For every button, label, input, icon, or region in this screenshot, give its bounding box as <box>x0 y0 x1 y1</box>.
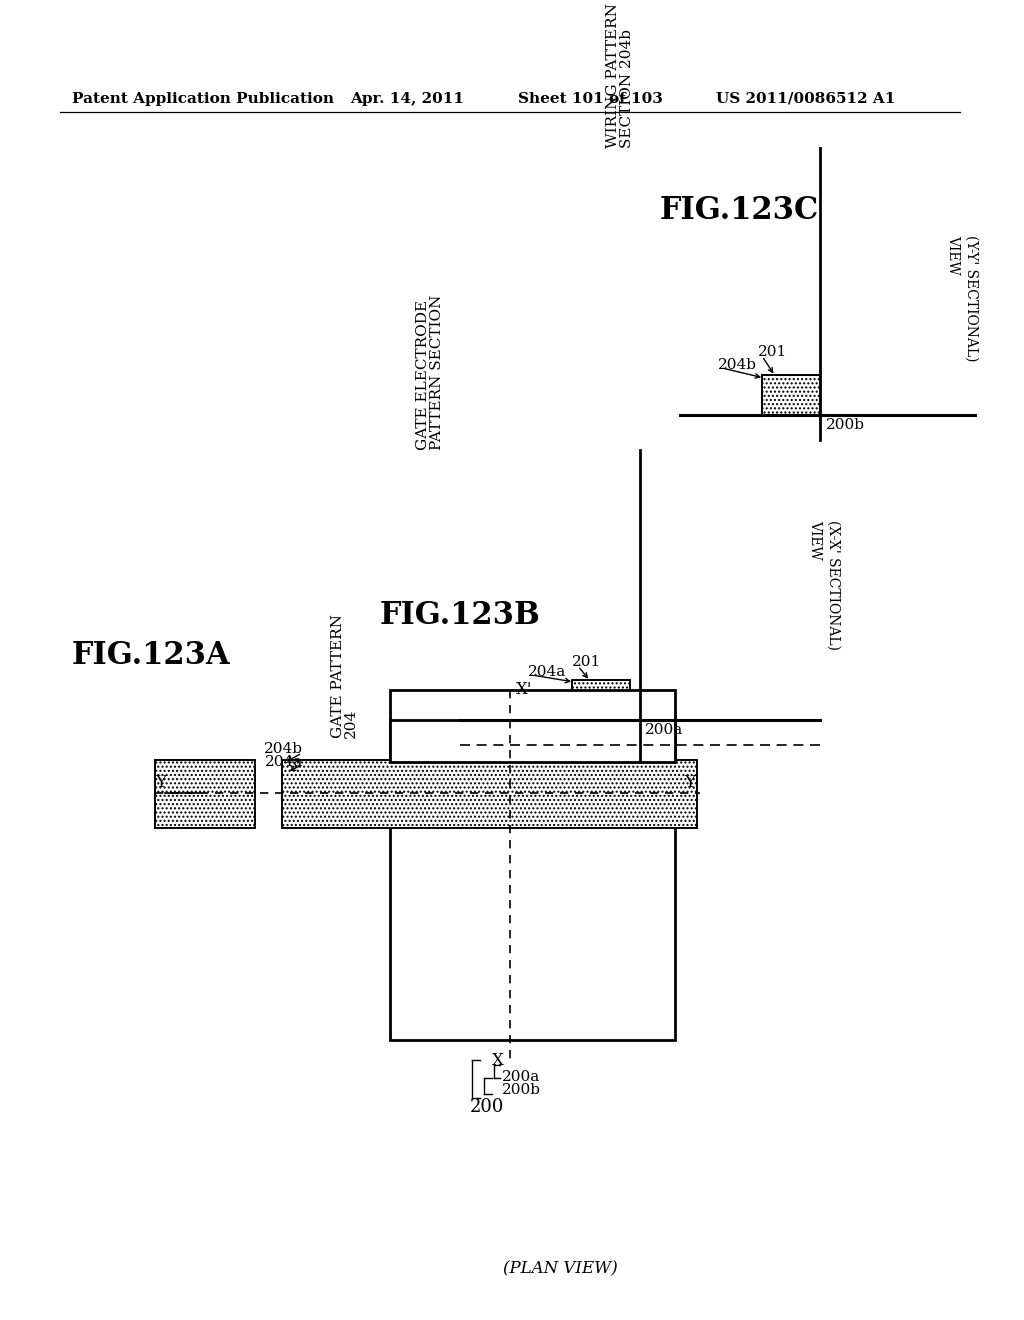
Bar <box>762 375 820 414</box>
Text: 204a: 204a <box>528 665 566 678</box>
Text: Apr. 14, 2011: Apr. 14, 2011 <box>350 92 464 106</box>
Text: WIRING PATTERN: WIRING PATTERN <box>606 3 620 148</box>
Bar <box>390 690 675 1040</box>
Text: 200b: 200b <box>502 1082 541 1097</box>
Text: 204a: 204a <box>265 755 303 770</box>
Text: 201: 201 <box>572 655 601 669</box>
Text: (PLAN VIEW): (PLAN VIEW) <box>503 1261 617 1276</box>
Text: 200: 200 <box>470 1098 505 1115</box>
Text: GATE PATTERN: GATE PATTERN <box>331 614 345 738</box>
Bar <box>155 760 255 828</box>
Bar <box>390 719 675 762</box>
Text: Y: Y <box>155 774 166 791</box>
Text: 204b: 204b <box>718 358 757 372</box>
Text: FIG.123C: FIG.123C <box>660 195 819 226</box>
Text: 204: 204 <box>344 709 358 738</box>
Bar <box>572 680 630 719</box>
Text: Y': Y' <box>684 774 700 791</box>
Text: Sheet 101 of 103: Sheet 101 of 103 <box>518 92 663 106</box>
Text: 200a: 200a <box>502 1071 541 1084</box>
Text: FIG.123B: FIG.123B <box>380 601 541 631</box>
Text: FIG.123A: FIG.123A <box>72 640 230 671</box>
Text: X': X' <box>516 681 532 698</box>
Text: 204b: 204b <box>264 742 303 756</box>
Text: (X-X' SECTIONAL): (X-X' SECTIONAL) <box>826 520 840 649</box>
Text: 201: 201 <box>758 345 787 359</box>
Text: 200b: 200b <box>826 418 865 432</box>
Text: X: X <box>493 1052 504 1069</box>
Text: Patent Application Publication: Patent Application Publication <box>72 92 334 106</box>
Text: PATTERN SECTION: PATTERN SECTION <box>430 294 444 450</box>
Text: GATE ELECTRODE: GATE ELECTRODE <box>416 300 430 450</box>
Text: VIEW: VIEW <box>946 235 961 275</box>
Text: SECTION 204b: SECTION 204b <box>620 29 634 148</box>
Text: (Y-Y' SECTIONAL): (Y-Y' SECTIONAL) <box>964 235 978 362</box>
Text: US 2011/0086512 A1: US 2011/0086512 A1 <box>716 92 895 106</box>
Text: VIEW: VIEW <box>808 520 822 560</box>
Bar <box>282 760 697 828</box>
Text: 200a: 200a <box>645 723 683 737</box>
